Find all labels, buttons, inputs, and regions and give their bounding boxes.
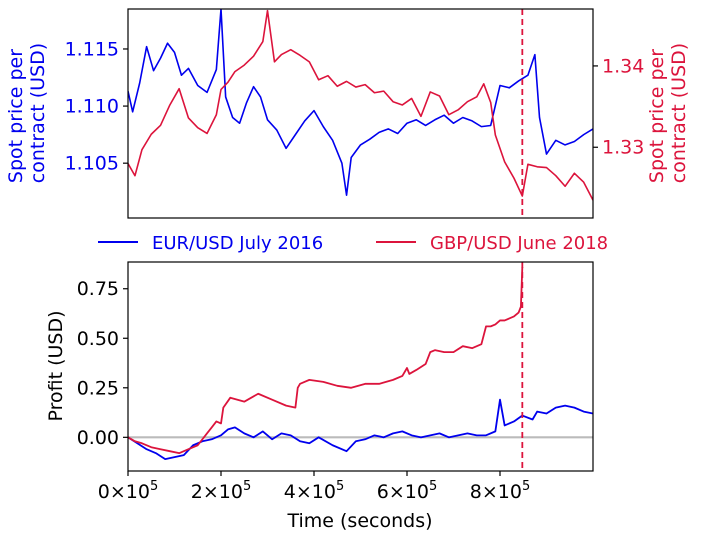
top-series-eur-line bbox=[128, 9, 593, 196]
bottom-series-eur-line bbox=[128, 398, 593, 461]
bottom-x-tick-label: 2×105 bbox=[191, 479, 251, 503]
top-left-tick-label: 1.115 bbox=[65, 38, 119, 60]
top-right-ylabel-line1: Spot price per bbox=[646, 49, 668, 183]
top-right-tick-label: 1.33 bbox=[602, 137, 644, 159]
top-right-ylabel: Spot price per contract (USD) bbox=[646, 43, 690, 183]
bottom-y-tick-label: 0.00 bbox=[77, 427, 119, 449]
bottom-y-tick-label: 0.50 bbox=[77, 328, 119, 350]
top-right-ylabel-line2: contract (USD) bbox=[668, 43, 690, 183]
top-series-gbp-line bbox=[128, 9, 593, 201]
top-left-axis: 1.105 1.110 1.115 bbox=[65, 38, 128, 175]
legend-eur-label: EUR/USD July 2016 bbox=[152, 233, 323, 254]
top-plot-area bbox=[128, 9, 593, 201]
top-left-ylabel: Spot price per contract (USD) bbox=[5, 43, 49, 183]
bottom-y-axis: 0.00 0.25 0.50 0.75 bbox=[77, 278, 128, 449]
bottom-x-tick-label: 8×105 bbox=[470, 479, 530, 503]
top-left-tick-label: 1.105 bbox=[65, 153, 119, 175]
bottom-x-axis: 0×105 2×105 4×105 6×105 8×105 bbox=[98, 471, 530, 503]
top-right-axis: 1.33 1.34 bbox=[593, 55, 644, 159]
bottom-axes-frame bbox=[127, 261, 594, 472]
top-left-tick-label: 1.110 bbox=[65, 96, 119, 118]
bottom-ylabel: Profit (USD) bbox=[45, 310, 67, 421]
top-axes-frame bbox=[127, 8, 594, 219]
bottom-y-tick-label: 0.75 bbox=[77, 278, 119, 300]
top-right-tick-label: 1.34 bbox=[602, 55, 644, 77]
legend-gbp-label: GBP/USD June 2018 bbox=[430, 233, 608, 254]
top-left-ylabel-line1: Spot price per bbox=[5, 49, 27, 183]
bottom-series-gbp-line bbox=[128, 266, 524, 455]
bottom-xlabel: Time (seconds) bbox=[286, 510, 432, 532]
top-panel: 1.105 1.110 1.115 1.33 1.34 Spot price per … bbox=[5, 8, 690, 219]
bottom-x-tick-label: 6×105 bbox=[377, 479, 437, 503]
bottom-y-tick-label: 0.25 bbox=[77, 377, 119, 399]
bottom-x-tick-label: 0×105 bbox=[98, 479, 158, 503]
legend: EUR/USD July 2016 GBP/USD June 2018 bbox=[98, 233, 608, 254]
bottom-panel: 0.00 0.25 0.50 0.75 0×105 2×105 4×105 6×105 8×1… bbox=[45, 261, 594, 532]
bottom-x-tick-label: 4×105 bbox=[284, 479, 344, 503]
top-left-ylabel-line2: contract (USD) bbox=[27, 43, 49, 183]
bottom-plot-area bbox=[128, 266, 593, 461]
